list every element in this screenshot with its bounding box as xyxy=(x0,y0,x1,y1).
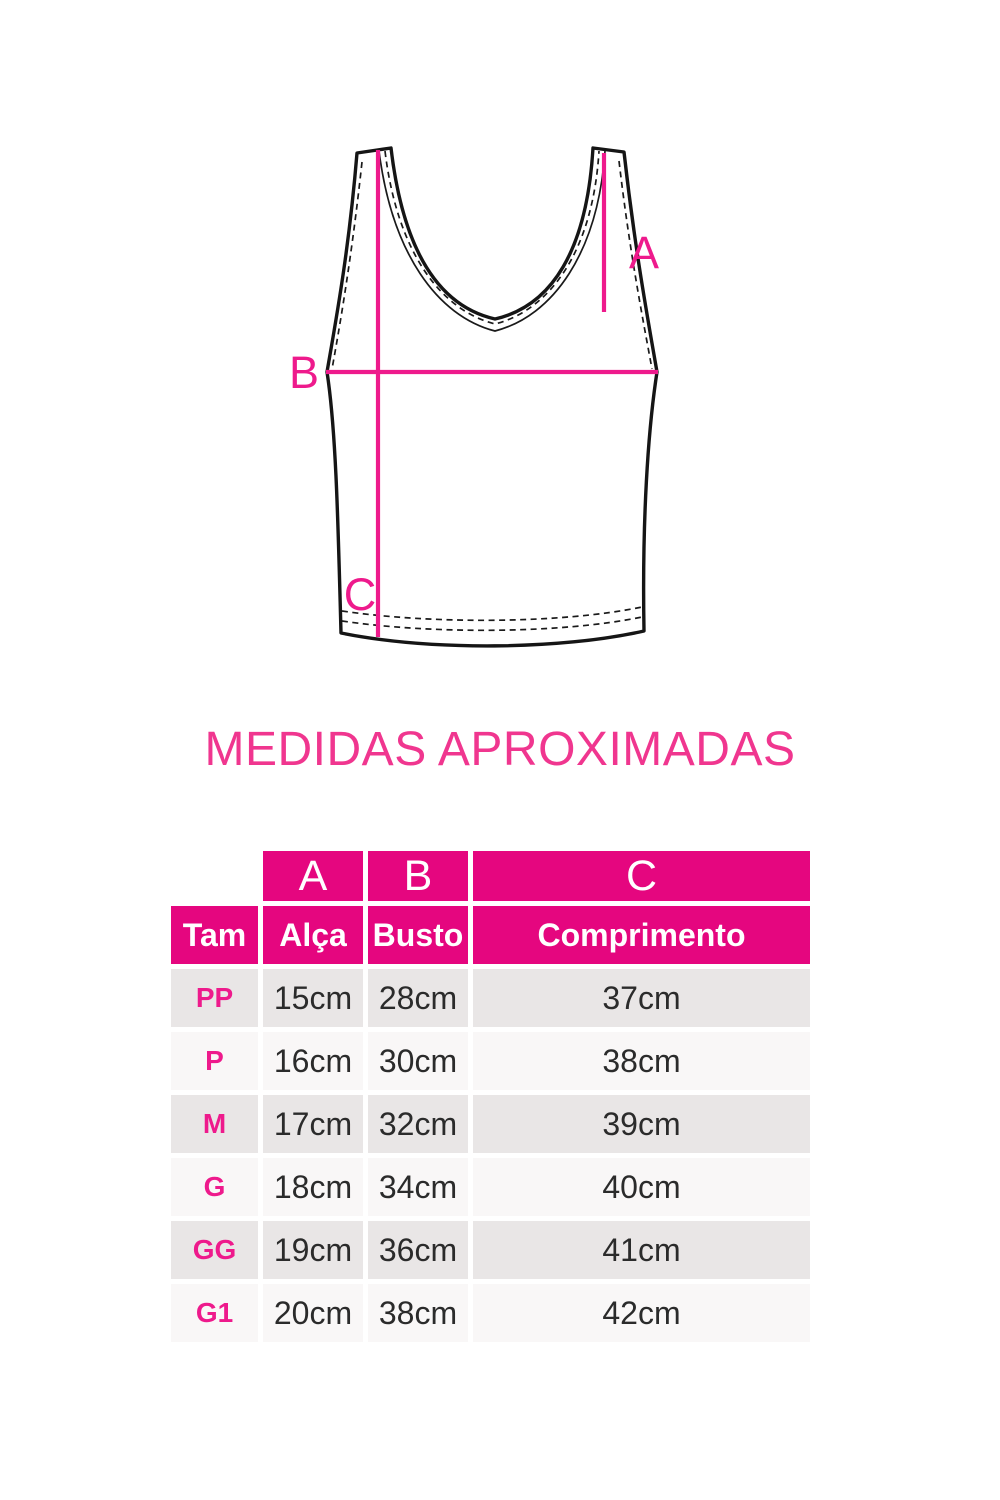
comprimento-value: 42cm xyxy=(473,1284,810,1342)
right-armhole-stitch-dashes xyxy=(618,160,653,370)
comprimento-value: 40cm xyxy=(473,1158,810,1216)
busto-value: 28cm xyxy=(368,969,468,1027)
busto-value: 30cm xyxy=(368,1032,468,1090)
letter-header-c: C xyxy=(473,851,810,901)
alca-value: 17cm xyxy=(263,1095,363,1153)
size-label: PP xyxy=(171,969,258,1027)
tank-top-diagram: A B C xyxy=(289,146,659,648)
size-label: M xyxy=(171,1095,258,1153)
size-label: G1 xyxy=(171,1284,258,1342)
comprimento-value: 38cm xyxy=(473,1032,810,1090)
size-label: G xyxy=(171,1158,258,1216)
column-header-comprimento: Comprimento xyxy=(473,906,810,964)
page-title: MEDIDAS APROXIMADAS xyxy=(204,723,796,776)
busto-value: 34cm xyxy=(368,1158,468,1216)
letter-header-spacer xyxy=(171,851,258,901)
alca-value: 18cm xyxy=(263,1158,363,1216)
neckline-stitch-dashes xyxy=(384,150,600,325)
alca-value: 19cm xyxy=(263,1221,363,1279)
letter-header-b: B xyxy=(368,851,468,901)
busto-value: 36cm xyxy=(368,1221,468,1279)
size-table: A B C Tam Alça Busto Comprimento PP 15cm… xyxy=(171,851,810,1342)
busto-value: 38cm xyxy=(368,1284,468,1342)
comprimento-value: 39cm xyxy=(473,1095,810,1153)
tank-top-silhouette xyxy=(325,146,659,648)
size-label: P xyxy=(171,1032,258,1090)
busto-value: 32cm xyxy=(368,1095,468,1153)
size-label: GG xyxy=(171,1221,258,1279)
alca-value: 16cm xyxy=(263,1032,363,1090)
alca-value: 15cm xyxy=(263,969,363,1027)
column-header-alca: Alça xyxy=(263,906,363,964)
column-header-busto: Busto xyxy=(368,906,468,964)
neckline-binding-line xyxy=(378,150,606,332)
comprimento-value: 41cm xyxy=(473,1221,810,1279)
measurement-label-b: B xyxy=(289,347,319,398)
left-armhole-stitch-dashes xyxy=(331,161,363,370)
measurement-label-a: A xyxy=(629,227,659,278)
comprimento-value: 37cm xyxy=(473,969,810,1027)
letter-header-a: A xyxy=(263,851,363,901)
column-header-tam: Tam xyxy=(171,906,258,964)
measurement-label-c: C xyxy=(344,569,377,620)
alca-value: 20cm xyxy=(263,1284,363,1342)
